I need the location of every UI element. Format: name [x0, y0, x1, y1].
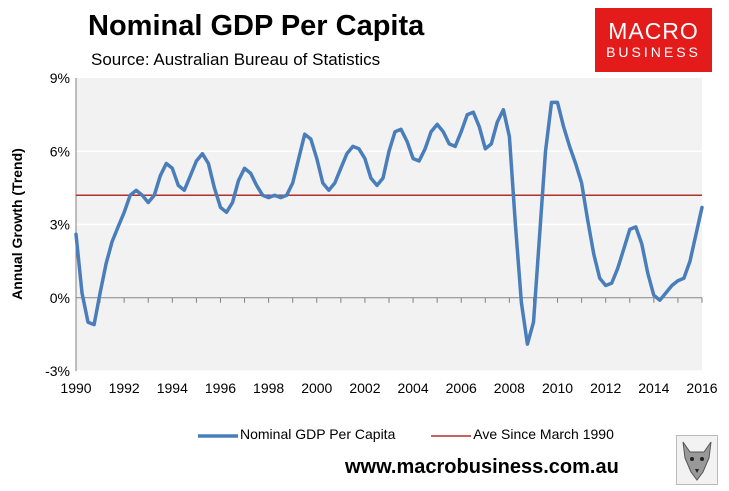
legend-item-average: Ave Since March 1990 [431, 426, 614, 442]
x-tick-label: 2006 [446, 380, 477, 396]
tick-labels: -3% 0% 3% 6% 9% 1990 1992 1994 1996 1998 2000 2002 2… [45, 70, 718, 396]
legend: Nominal GDP Per Capita Ave Since March 1… [198, 425, 646, 442]
x-tick-label: 2012 [590, 380, 621, 396]
y-tick-label: -3% [45, 363, 70, 379]
y-tick-label: 0% [50, 290, 70, 306]
series-layer [74, 100, 704, 346]
y-tick-label: 6% [50, 143, 70, 159]
legend-label-average: Ave Since March 1990 [473, 426, 614, 443]
y-axis-label: Annual Growth (Trend) [9, 148, 25, 300]
x-tick-label: 1990 [60, 380, 91, 396]
legend-swatch-average [431, 434, 472, 437]
x-tick-label: 2008 [494, 380, 525, 396]
gdp-series-line [74, 100, 704, 346]
logo-line-business: BUSINESS [606, 44, 701, 60]
y-tick-label: 9% [50, 70, 70, 86]
macrobusiness-logo[interactable]: MACRO BUSINESS [595, 8, 712, 72]
x-tick-label: 2000 [301, 380, 332, 396]
x-tick-label: 1996 [205, 380, 236, 396]
chart-subtitle: Source: Australian Bureau of Statistics [91, 50, 381, 69]
wolf-head-icon [676, 435, 718, 485]
legend-swatch-gdp [198, 433, 238, 438]
x-tick-label: 1992 [109, 380, 140, 396]
legend-label-gdp: Nominal GDP Per Capita [240, 426, 396, 443]
x-tick-label: 1998 [253, 380, 284, 396]
logo-line-macro: MACRO [608, 18, 699, 44]
y-tick-label: 3% [50, 217, 70, 233]
legend-item-gdp: Nominal GDP Per Capita [198, 426, 395, 442]
x-tick-label: 2016 [686, 380, 717, 396]
x-tick-label: 1994 [157, 380, 188, 396]
x-tick-label: 2010 [542, 380, 573, 396]
footer-url[interactable]: www.macrobusiness.com.au [345, 456, 619, 478]
line-chart: -3% 0% 3% 6% 9% 1990 1992 1994 1996 1998 2000 2002 2… [9, 70, 718, 396]
x-tick-label: 2002 [349, 380, 380, 396]
chart-title: Nominal GDP Per Capita [88, 10, 425, 42]
x-tick-label: 2004 [397, 380, 428, 396]
x-tick-label: 2014 [638, 380, 669, 396]
